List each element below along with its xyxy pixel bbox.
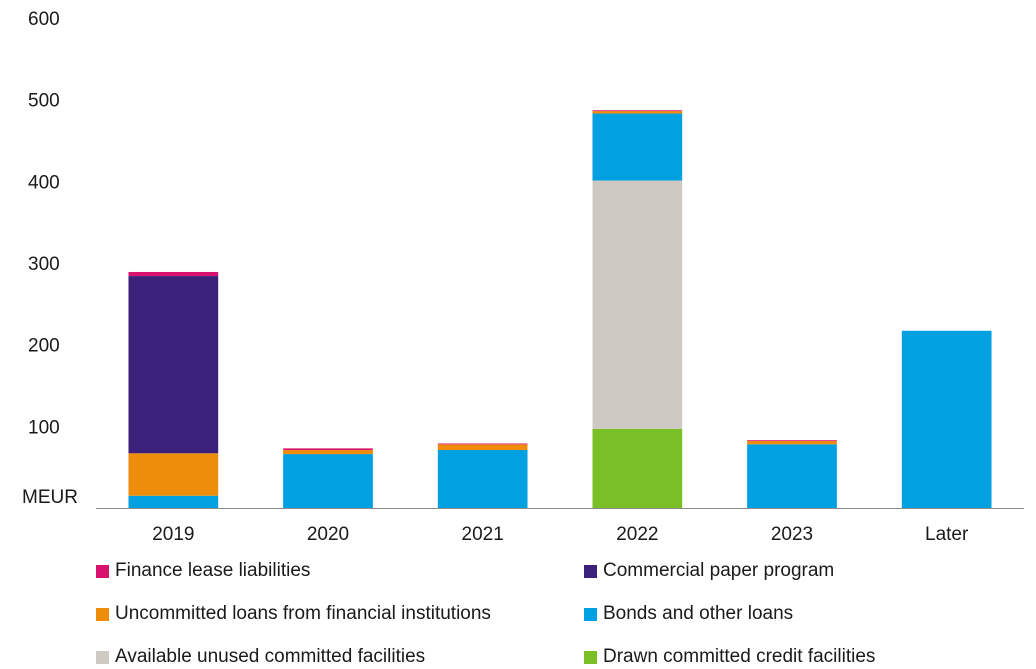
legend-label: Drawn committed credit facilities <box>603 646 876 667</box>
bar-segment <box>747 444 837 508</box>
bar-segment <box>128 495 219 508</box>
bar-segment <box>128 271 219 277</box>
y-tick-label: 600 <box>28 9 60 30</box>
y-tick-label: 100 <box>28 417 60 438</box>
legend-label: Uncommitted loans from financial institu… <box>115 603 491 624</box>
bar-segment <box>901 330 992 508</box>
bar-segment <box>437 443 528 445</box>
legend-item: Available unused committed facilities <box>96 646 425 668</box>
bar-segment <box>283 450 373 455</box>
bars <box>128 110 992 508</box>
bar-segment <box>283 454 373 508</box>
legend-item: Finance lease liabilities <box>96 560 310 582</box>
bar-segment <box>592 111 683 114</box>
bar-segment <box>747 441 837 445</box>
legend-swatch <box>96 650 109 664</box>
legend-item: Commercial paper program <box>584 560 834 582</box>
bar-segment <box>283 448 373 451</box>
bar-segment <box>128 453 219 496</box>
legend-item: Bonds and other loans <box>584 603 793 625</box>
bar-segment <box>592 180 683 429</box>
y-axis-label: MEUR <box>22 487 78 508</box>
bar-segment <box>592 113 683 181</box>
y-tick-label: 500 <box>28 91 60 112</box>
legend-swatch <box>584 650 597 664</box>
legend-label: Available unused committed facilities <box>115 646 426 667</box>
x-tick-label: 2022 <box>616 524 658 545</box>
legend-swatch <box>584 607 597 621</box>
legend-swatch <box>96 564 109 578</box>
bar-segment <box>592 110 683 112</box>
legend-swatch <box>96 607 109 621</box>
x-tick-label: 2019 <box>152 524 194 545</box>
legend-item: Drawn committed credit facilities <box>584 646 875 668</box>
x-axis: 2019 2020 2021 2022 2023 Later <box>96 508 1024 545</box>
bar-segment <box>592 428 683 508</box>
y-tick-label: 300 <box>28 254 60 275</box>
x-tick-label: 2021 <box>462 524 504 545</box>
y-axis: 100 200 300 400 500 600 <box>28 9 60 438</box>
legend-label: Bonds and other loans <box>603 603 794 624</box>
bar-segment <box>437 444 528 451</box>
legend-label: Finance lease liabilities <box>115 560 311 581</box>
y-tick-label: 400 <box>28 172 60 193</box>
legend-label: Commercial paper program <box>603 560 835 581</box>
y-tick-label: 200 <box>28 336 60 357</box>
bar-segment <box>437 450 528 508</box>
bar-segment <box>128 276 219 454</box>
x-tick-label: 2020 <box>307 524 349 545</box>
stacked-bar-chart: 100 200 300 400 500 600 2019 2020 2021 2022 2023 L… <box>22 9 1024 545</box>
legend-swatch <box>584 564 597 578</box>
legend-item: Uncommitted loans from financial institu… <box>96 603 491 625</box>
x-tick-label: Later <box>925 524 969 545</box>
bar-segment <box>747 440 837 442</box>
x-tick-label: 2023 <box>771 524 813 545</box>
